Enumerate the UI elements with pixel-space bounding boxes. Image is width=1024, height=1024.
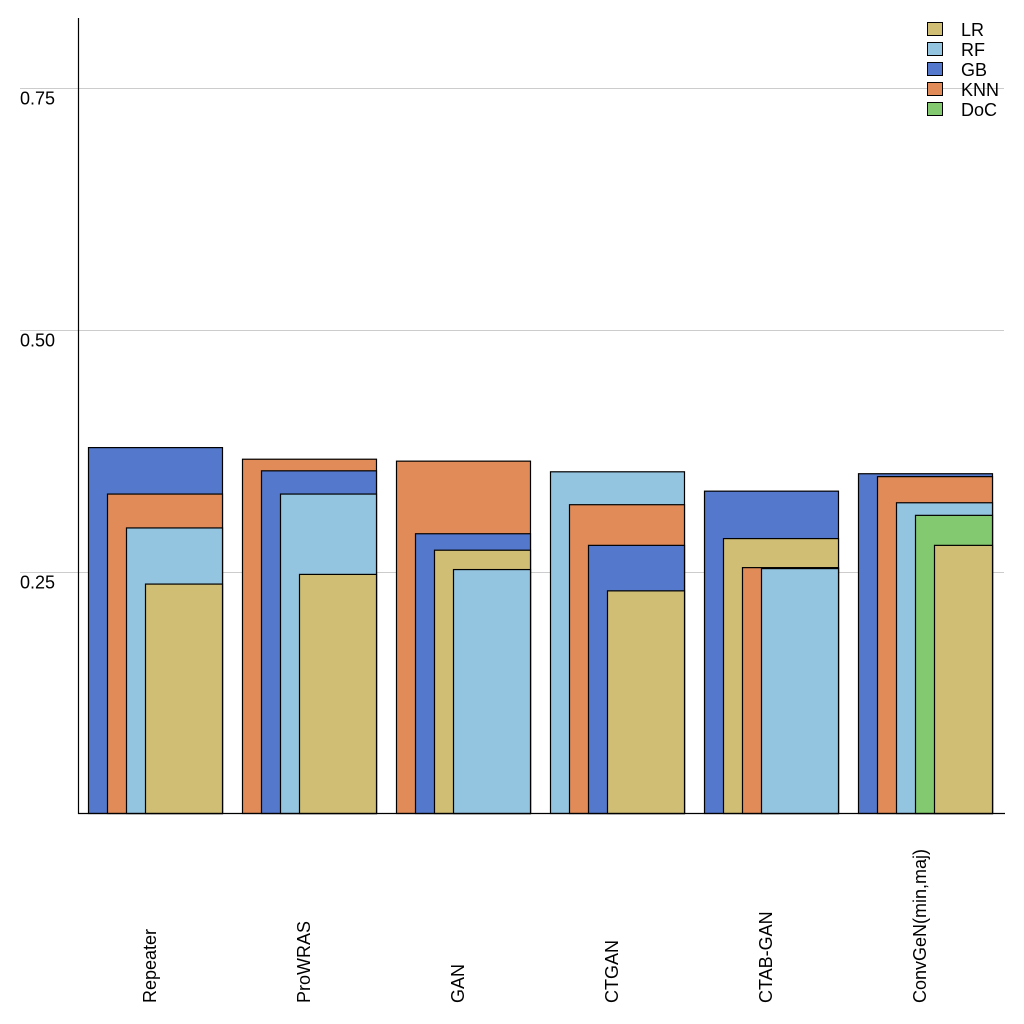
y-tick-label: 0.75 [20, 89, 55, 109]
bar-group [87, 446, 224, 815]
legend-item: GB [927, 60, 987, 80]
legend-swatch [927, 62, 943, 76]
bar-lr [144, 583, 224, 815]
legend-label: DoC [961, 100, 997, 120]
legend-label: RF [961, 40, 985, 60]
bar-group [241, 458, 378, 815]
legend-item: LR [927, 20, 984, 40]
x-tick-label: Repeater [140, 929, 160, 1003]
bar-lr [298, 573, 378, 815]
bar-group [703, 490, 840, 815]
legend-swatch [927, 82, 943, 96]
legend-item: RF [927, 40, 985, 60]
legend-item: DoC [927, 100, 997, 120]
bar-rf [760, 567, 840, 815]
x-tick-labels: Repeater ProWRAS GAN CTGAN CTAB-GAN ConvGeN(m… [140, 849, 930, 1003]
bar-rf [452, 568, 532, 815]
bar-lr [933, 544, 994, 815]
legend-swatch [927, 42, 943, 56]
y-tick-label: 0.25 [20, 573, 55, 593]
x-tick-label: CTGAN [602, 940, 622, 1003]
legend-label: LR [961, 20, 984, 40]
bar-group [857, 473, 994, 815]
x-tick-label: CTAB-GAN [756, 911, 776, 1003]
bar-lr [606, 590, 686, 815]
x-tick-label: GAN [448, 964, 468, 1003]
bar-group [395, 460, 532, 815]
axes [77, 18, 1005, 815]
legend-label: KNN [961, 80, 999, 100]
bars [87, 446, 994, 815]
y-tick-labels: 0.25 0.50 0.75 [20, 89, 55, 593]
legend-item: KNN [927, 80, 999, 100]
x-tick-label: ProWRAS [294, 921, 314, 1003]
legend-label: GB [961, 60, 987, 80]
legend-swatch [927, 102, 943, 116]
bar-group [549, 471, 686, 815]
y-tick-label: 0.50 [20, 331, 55, 351]
x-tick-label: ConvGeN(min,maj) [910, 849, 930, 1003]
legend-swatch [927, 22, 943, 36]
